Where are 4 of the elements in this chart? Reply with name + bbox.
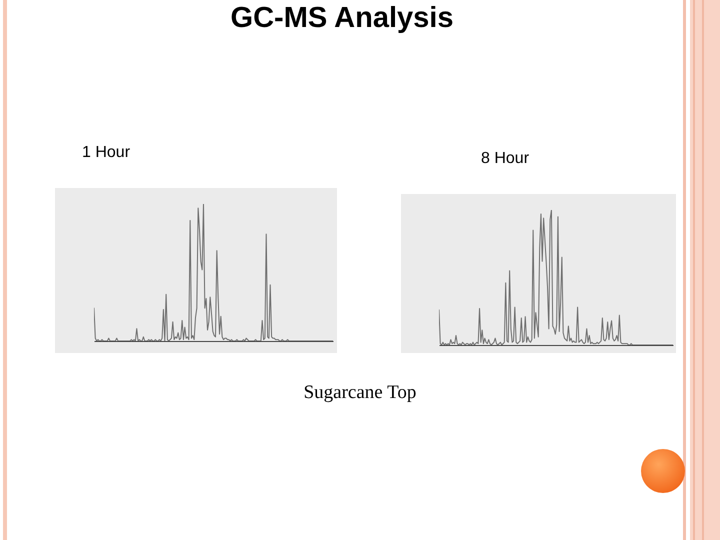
- chart-title: 1 Hour: [82, 144, 130, 162]
- chart-title: 8 Hour: [481, 150, 530, 168]
- text: Sugarcane Top: [304, 382, 416, 404]
- text: GC-MS Analysis: [230, 2, 454, 35]
